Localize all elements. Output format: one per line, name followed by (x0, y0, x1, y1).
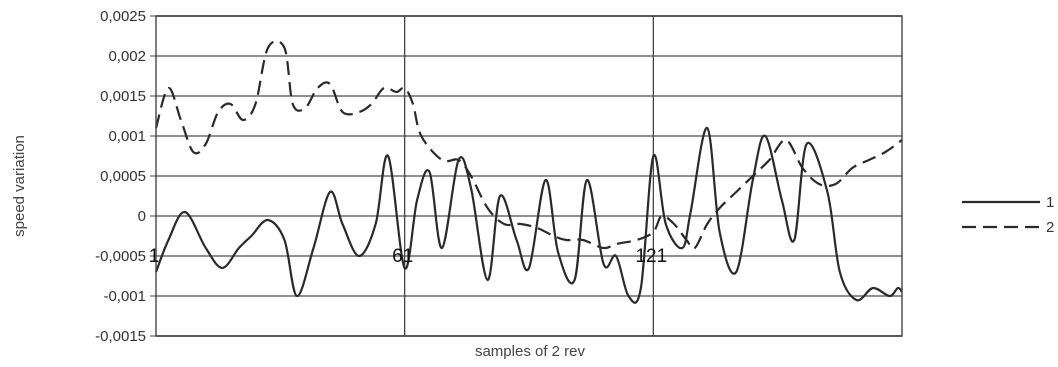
grid-lines (156, 15, 902, 337)
x-marker-label: 61 (392, 246, 413, 267)
y-tick-label: -0,0015 (95, 328, 146, 345)
y-tick-label: -0,0005 (95, 248, 146, 265)
x-marker-label: 1 (149, 246, 160, 267)
plot-border (155, 15, 903, 337)
y-tick-label: 0,0025 (100, 8, 146, 25)
y-tick-label: 0,0015 (100, 88, 146, 105)
y-axis-label: speed variation (11, 135, 28, 237)
series-layer (154, 39, 903, 304)
y-axis-ticks: -0,0015 -0,001 -0,0005 0 0,0005 0,001 0,0015 0,… (95, 8, 156, 345)
legend: 12 (962, 194, 1054, 236)
y-tick-label: 0,002 (108, 48, 146, 65)
legend-label-2: 2 (1046, 219, 1054, 236)
y-tick-label: -0,001 (103, 288, 146, 305)
y-tick-label: 0,001 (108, 128, 146, 145)
y-tick-label: 0 (138, 208, 146, 225)
x-axis-label: samples of 2 rev (475, 343, 586, 360)
y-tick-label: 0,0005 (100, 168, 146, 185)
series-line-1 (154, 126, 903, 304)
series-line-2 (154, 39, 903, 250)
plot-frame (155, 15, 903, 337)
x-markers: 1 61 121 (149, 246, 667, 267)
x-marker-label: 121 (635, 246, 667, 267)
legend-label-1: 1 (1046, 194, 1054, 211)
